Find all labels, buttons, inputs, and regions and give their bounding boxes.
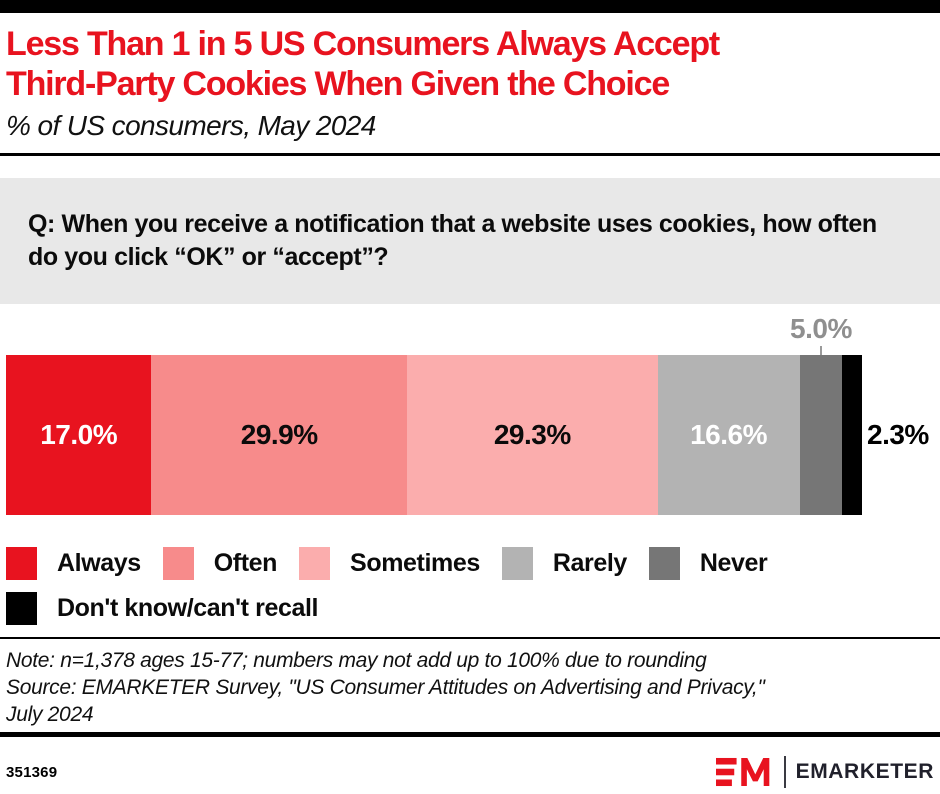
legend-item-sometimes: Sometimes — [299, 547, 480, 580]
bar-segment-don-t-know-can-t-recall — [842, 355, 862, 515]
legend-label: Never — [699, 549, 768, 577]
legend-label: Rarely — [552, 549, 627, 577]
legend-swatch — [648, 547, 680, 580]
title-line-1: Less Than 1 in 5 US Consumers Always Acc… — [6, 25, 720, 63]
stacked-bar: 17.0% 29.9% 29.3% 16.6% — [6, 355, 862, 515]
notes-block: Note: n=1,378 ages 15-77; numbers may no… — [0, 647, 940, 728]
bar-value-label: 29.9% — [240, 419, 318, 450]
legend-label: Sometimes — [350, 549, 480, 577]
note-line: Note: n=1,378 ages 15-77; numbers may no… — [6, 649, 707, 672]
legend-swatch — [6, 547, 37, 580]
footer: 351369 EMARKETER — [0, 756, 940, 788]
legend-swatch — [162, 547, 194, 580]
chart-id: 351369 — [6, 763, 58, 781]
legend-label: Often — [213, 549, 278, 577]
bar-segment-often: 29.9% — [151, 355, 408, 515]
header-divider — [0, 153, 940, 156]
chart-subtitle: % of US consumers, May 2024 — [6, 110, 376, 141]
legend-swatch — [299, 547, 331, 580]
legend-item-never: Never — [648, 547, 768, 580]
legend-row: Always Often Sometimes Rarely Never — [6, 547, 934, 580]
legend-label: Don't know/can't recall — [57, 594, 319, 622]
title-line-2: Third-Party Cookies When Given the Choic… — [6, 65, 670, 103]
top-black-bar — [0, 0, 940, 13]
outside-value-label-dont-know: 2.3% — [867, 419, 929, 450]
legend-label: Always — [57, 549, 141, 577]
survey-question-box: Q: When you receive a notification that … — [0, 178, 940, 304]
page-title: Less Than 1 in 5 US Consumers Always Acc… — [6, 24, 934, 104]
survey-question-text: Q: When you receive a notification that … — [28, 210, 877, 271]
emarketer-logo: EMARKETER — [715, 756, 934, 788]
bar-segment-rarely: 16.6% — [657, 355, 800, 515]
footer-divider — [0, 732, 940, 737]
legend-notes-divider — [0, 637, 940, 639]
legend-row: Don't know/can't recall — [6, 592, 934, 625]
bar-value-label: 17.0% — [40, 419, 118, 450]
bar-row: 5.0% 17.0% 29.9% 29.3% 16.6% 2.3% — [6, 313, 934, 515]
legend: Always Often Sometimes Rarely Never Don't kno… — [0, 547, 940, 625]
legend-item-always: Always — [6, 547, 141, 580]
callout-tick-line — [819, 346, 822, 355]
legend-swatch — [6, 592, 37, 625]
legend-item-rarely: Rarely — [501, 547, 627, 580]
em-monogram-icon — [715, 757, 769, 787]
source-line: Source: EMARKETER Survey, "US Consumer A… — [6, 676, 765, 699]
bar-value-label: 29.3% — [493, 419, 571, 450]
bar-wrap: 5.0% 17.0% 29.9% 29.3% 16.6% — [6, 313, 862, 515]
legend-swatch — [501, 547, 533, 580]
stacked-bar-chart: 5.0% 17.0% 29.9% 29.3% 16.6% 2.3% — [0, 313, 940, 515]
bar-value-label: 16.6% — [690, 419, 768, 450]
brand-wordmark: EMARKETER — [795, 760, 934, 783]
source-line-continued: July 2024 — [6, 703, 94, 726]
bar-segment-always: 17.0% — [6, 355, 152, 515]
callout-value-label-never: 5.0% — [790, 313, 852, 344]
bar-segment-sometimes: 29.3% — [407, 355, 658, 515]
legend-item-don-t-know-can-t-recall: Don't know/can't recall — [6, 592, 318, 625]
legend-item-often: Often — [162, 547, 278, 580]
bar-segment-never — [799, 355, 843, 515]
logo-divider — [783, 756, 786, 788]
